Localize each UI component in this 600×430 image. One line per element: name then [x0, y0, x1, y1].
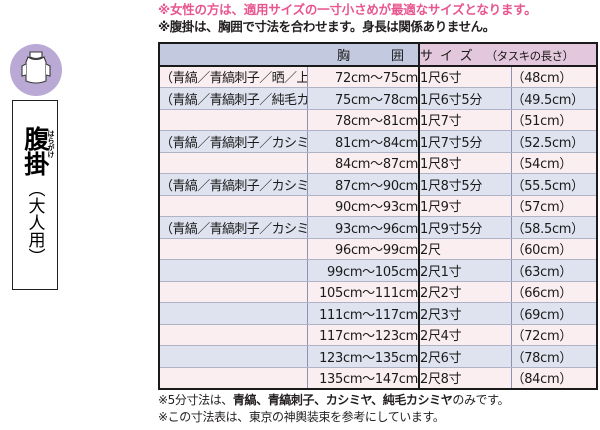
- cell-tasuki-length: （58.5cm）: [510, 216, 598, 239]
- cell-size: 1尺7寸: [418, 108, 512, 131]
- footer-note-5bu-post: のみです。: [452, 393, 510, 407]
- cell-tasuki-length: （55.5cm）: [510, 173, 598, 196]
- footer-note-5bu-pre: ※5分寸法は、: [158, 393, 233, 407]
- cell-material: （青縞／青縞刺子／カシミヤ／純毛カシミヤ）: [158, 130, 308, 153]
- table-header-row: 胸 囲 サイズ （タスキの長さ）: [158, 42, 598, 67]
- cell-chest: 90cm～93cm: [306, 194, 420, 217]
- cell-chest: 111cm～117cm: [306, 302, 420, 325]
- cell-size: 2尺4寸: [418, 323, 512, 346]
- cell-size: 2尺: [418, 237, 512, 260]
- product-title-box: 腹掛 はらがけ （大人用）: [12, 100, 58, 290]
- table-row: （青縞／青縞刺子／カシミヤ／純毛カシミヤ）87cm～90cm1尺8寸5分（55.…: [158, 173, 598, 196]
- cell-chest: 72cm～75cm: [306, 65, 420, 88]
- cell-chest: 105cm～111cm: [306, 280, 420, 303]
- cell-tasuki-length: （78cm）: [510, 345, 598, 368]
- size-table-body: （青縞／青縞刺子／晒／上紺／黒／純毛カシミヤ）72cm～75cm1尺6寸（48c…: [158, 65, 598, 390]
- cell-chest: 84cm～87cm: [306, 151, 420, 174]
- table-row: 90cm～93cm 1尺9寸 （57cm）: [158, 194, 598, 217]
- table-row: 123cm～135cm 2尺6寸 （78cm）: [158, 345, 598, 368]
- cell-chest: 87cm～90cm: [306, 173, 420, 196]
- cell-material: （青縞／青縞刺子／カシミヤ／純毛カシミヤ）: [158, 216, 308, 239]
- title-subtitle: （大人用）: [24, 180, 45, 265]
- cell-tasuki-length: （60cm）: [510, 237, 598, 260]
- cell-size: 2尺3寸: [418, 302, 512, 325]
- cell-material: （青縞／青縞刺子／カシミヤ／純毛カシミヤ）: [158, 173, 308, 196]
- cell-material: [158, 323, 308, 346]
- cell-size: 2尺6寸: [418, 345, 512, 368]
- cell-chest: 96cm～99cm: [306, 237, 420, 260]
- cell-tasuki-length: （72cm）: [510, 323, 598, 346]
- cell-material: [158, 302, 308, 325]
- footer-notes: ※5分寸法は、青縞、青縞刺子、カシミヤ、純毛カシミヤのみです。 ※この寸法表は、…: [158, 392, 598, 427]
- cell-tasuki-length: （54cm）: [510, 151, 598, 174]
- table-row: 135cm～147cm 2尺8寸 （84cm）: [158, 366, 598, 390]
- cell-material: （青縞／青縞刺子／純毛カシミヤ）: [158, 87, 308, 110]
- cell-tasuki-length: （84cm）: [510, 366, 598, 390]
- cell-tasuki-length: （51cm）: [510, 108, 598, 131]
- cell-material: [158, 366, 308, 390]
- size-table: 胸 囲 サイズ（タスキの長さ） （青縞／青縞刺子／晒／上紺／黒／純毛カシミヤ）7…: [158, 42, 599, 390]
- cell-chest: 75cm～78cm: [306, 87, 420, 110]
- header-tasuki-label: （タスキの長さ）: [485, 48, 575, 63]
- cell-size: 1尺9寸: [418, 194, 512, 217]
- cell-size: 1尺8寸5分: [418, 173, 512, 196]
- cell-tasuki-length: （49.5cm）: [510, 87, 598, 110]
- cell-size: 1尺8寸: [418, 151, 512, 174]
- note-women-sizing: ※女性の方は、適用サイズの一寸小さめが最適なサイズとなります。: [158, 2, 537, 17]
- cell-material: [158, 259, 308, 282]
- table-row: 111cm～117cm 2尺3寸 （69cm）: [158, 302, 598, 325]
- table-row: 84cm～87cm 1尺8寸 （54cm）: [158, 151, 598, 174]
- title-furigana: はらがけ: [47, 130, 56, 158]
- cell-size: 2尺8寸: [418, 366, 512, 390]
- cell-chest: 123cm～135cm: [306, 345, 420, 368]
- cell-tasuki-length: （57cm）: [510, 194, 598, 217]
- cell-size: 1尺9寸5分: [418, 216, 512, 239]
- header-size: サイズ （タスキの長さ）: [418, 42, 598, 67]
- product-sidebar: 腹掛 はらがけ （大人用）: [6, 44, 66, 294]
- cell-material: [158, 194, 308, 217]
- table-row: （青縞／青縞刺子／カシミヤ／純毛カシミヤ）81cm～84cm1尺7寸5分（52.…: [158, 130, 598, 153]
- table-row: 105cm～111cm 2尺2寸 （66cm）: [158, 280, 598, 303]
- table-row: 99cm～105cm 2尺1寸 （63cm）: [158, 259, 598, 282]
- cell-material: [158, 151, 308, 174]
- size-table-wrap: 胸 囲 サイズ（タスキの長さ） （青縞／青縞刺子／晒／上紺／黒／純毛カシミヤ）7…: [158, 42, 599, 390]
- cell-chest: 81cm～84cm: [306, 130, 420, 153]
- cell-material: [158, 108, 308, 131]
- note-chest-measure: ※腹掛は、胸囲で寸法を合わせます。身長は関係ありません。: [158, 18, 495, 34]
- table-row: （青縞／青縞刺子／晒／上紺／黒／純毛カシミヤ）72cm～75cm1尺6寸（48c…: [158, 65, 598, 88]
- table-row: 96cm～99cm 2尺 （60cm）: [158, 237, 598, 260]
- table-row: 78cm～81cm 1尺7寸 （51cm）: [158, 108, 598, 131]
- footer-note-5bu-materials: 青縞、青縞刺子、カシミヤ、純毛カシミヤ: [232, 393, 453, 407]
- cell-chest: 117cm～123cm: [306, 323, 420, 346]
- cell-material: [158, 345, 308, 368]
- haragake-apron-icon: [10, 44, 62, 96]
- cell-material: [158, 237, 308, 260]
- cell-chest: 135cm～147cm: [306, 366, 420, 390]
- cell-size: 1尺6寸5分: [418, 87, 512, 110]
- top-notes: ※女性の方は、適用サイズの一寸小さめが最適なサイズとなります。 ※腹掛は、胸囲で…: [158, 2, 598, 36]
- cell-material: （青縞／青縞刺子／晒／上紺／黒／純毛カシミヤ）: [158, 65, 308, 88]
- page-title: 腹掛: [20, 126, 50, 176]
- cell-tasuki-length: （69cm）: [510, 302, 598, 325]
- cell-chest: 99cm～105cm: [306, 259, 420, 282]
- cell-size: 2尺1寸: [418, 259, 512, 282]
- header-chest: 胸 囲: [158, 42, 420, 67]
- table-row: （青縞／青縞刺子／カシミヤ／純毛カシミヤ）93cm～96cm1尺9寸5分（58.…: [158, 216, 598, 239]
- cell-size: 1尺6寸: [418, 65, 512, 88]
- cell-tasuki-length: （63cm）: [510, 259, 598, 282]
- cell-size: 2尺2寸: [418, 280, 512, 303]
- cell-chest: 93cm～96cm: [306, 216, 420, 239]
- cell-chest: 78cm～81cm: [306, 108, 420, 131]
- footer-note-5bu: ※5分寸法は、青縞、青縞刺子、カシミヤ、純毛カシミヤのみです。: [158, 392, 598, 409]
- footer-note-reference: ※この寸法表は、東京の神輿装束を参考にしています。: [158, 410, 445, 425]
- cell-material: [158, 280, 308, 303]
- cell-tasuki-length: （48cm）: [510, 65, 598, 88]
- table-row: 117cm～123cm 2尺4寸 （72cm）: [158, 323, 598, 346]
- cell-tasuki-length: （66cm）: [510, 280, 598, 303]
- header-size-label: サイズ: [420, 48, 480, 64]
- cell-tasuki-length: （52.5cm）: [510, 130, 598, 153]
- cell-size: 1尺7寸5分: [418, 130, 512, 153]
